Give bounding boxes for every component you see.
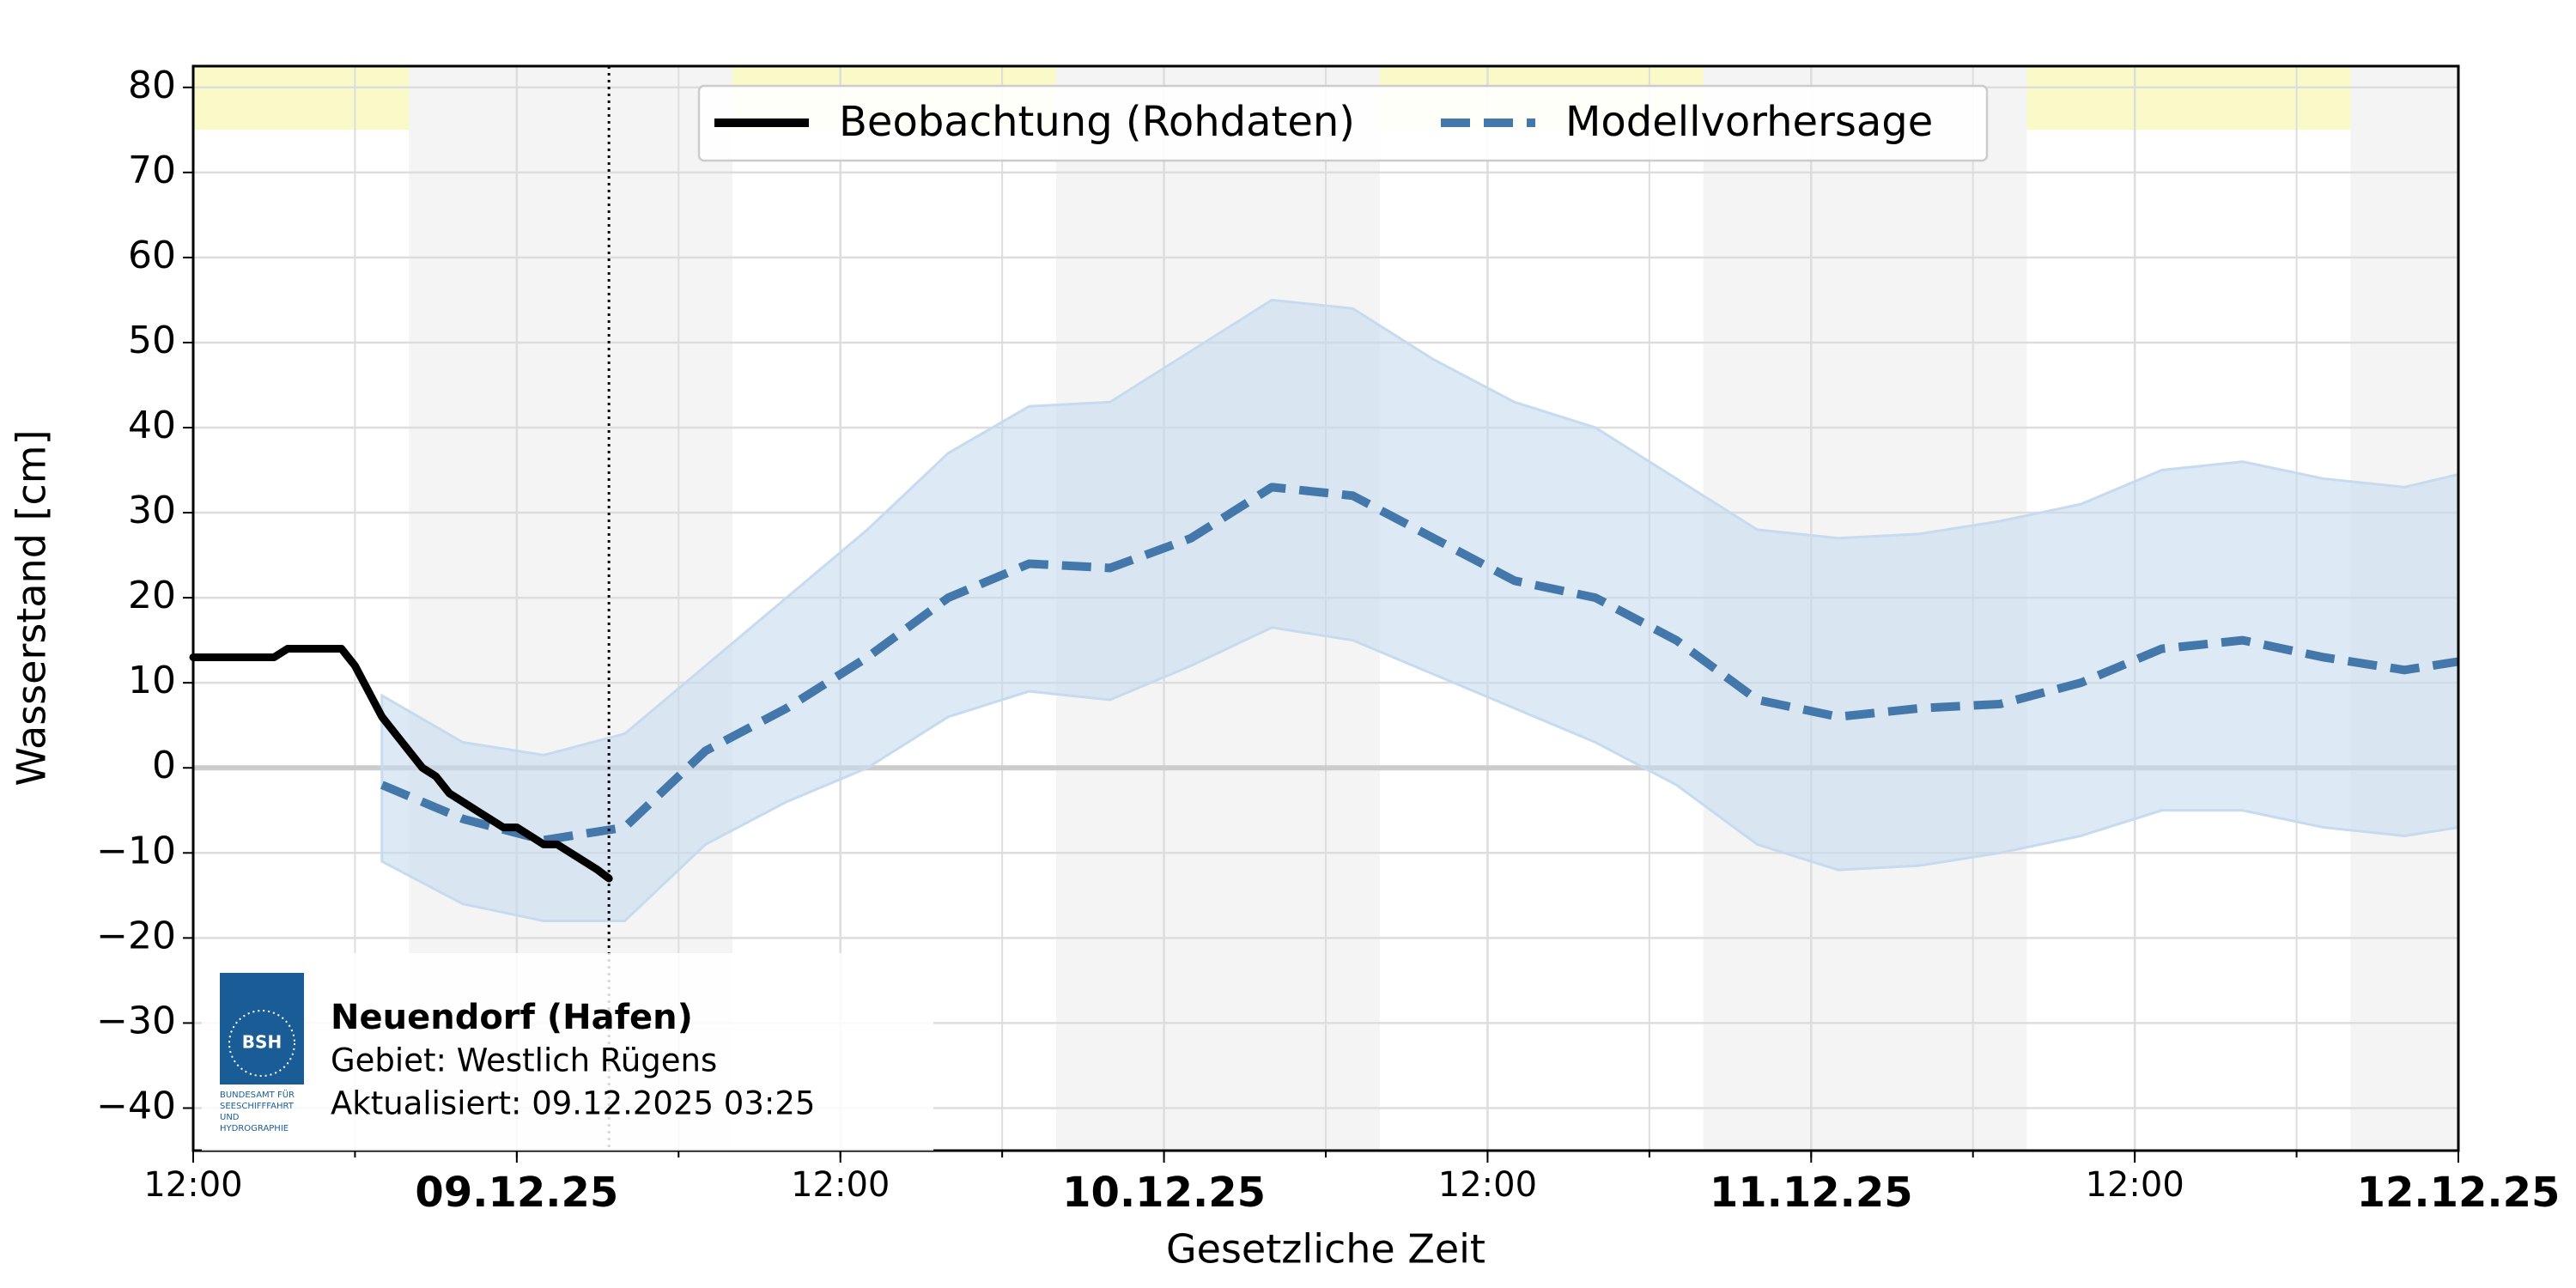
y-tick-label: 50: [128, 319, 176, 362]
x-tick-label: 10.12.25: [1062, 1169, 1266, 1217]
x-tick-label: 12:00: [791, 1165, 890, 1205]
x-axis-label: Gesetzliche Zeit: [1166, 1226, 1485, 1273]
station-name: Neuendorf (Hafen): [331, 998, 693, 1037]
logo-ring: [228, 1010, 295, 1077]
logo-text: HYDROGRAPHIE: [220, 1124, 289, 1133]
station-area: Gebiet: Westlich Rügens: [331, 1042, 717, 1079]
y-tick-label: 30: [128, 489, 176, 532]
y-tick-label: 40: [128, 404, 176, 447]
legend-label: Modellvorhersage: [1565, 98, 1933, 146]
y-axis-label: Wasserstand [cm]: [9, 429, 55, 786]
logo-text: BUNDESAMT FÜR: [220, 1089, 295, 1100]
plot-layer: −40 −30 −20 −10 0 10 20 30 40 50 60 70 80 12:00 09.12.…: [96, 64, 2560, 1217]
y-tick-label: 0: [152, 744, 176, 787]
y-tick-label: 10: [128, 659, 176, 702]
series-line: [380, 483, 2459, 845]
x-tick-label: 11.12.25: [1710, 1169, 1913, 1217]
legend-box: [697, 84, 1989, 162]
y-tick-label: −20: [96, 914, 176, 957]
logo: [220, 973, 304, 1084]
y-tick-label: −10: [96, 829, 176, 872]
x-tick-label: 09.12.25: [415, 1169, 618, 1217]
legend-label: Beobachtung (Rohdaten): [839, 98, 1355, 146]
x-tick-label: 12:00: [2086, 1165, 2184, 1205]
x-tick-label: 12:00: [1438, 1165, 1537, 1205]
y-tick-label: −40: [96, 1084, 176, 1127]
x-tick-label: 12:00: [143, 1165, 242, 1205]
info-box: [202, 953, 933, 1151]
series-line: [189, 645, 613, 883]
y-tick-label: 60: [128, 234, 176, 277]
logo-text: SEESCHIFFFAHRT: [220, 1102, 295, 1111]
updated: Aktualisiert: 09.12.2025 03:25: [331, 1085, 815, 1122]
y-tick-label: 20: [128, 574, 176, 617]
logo-text: UND: [220, 1113, 240, 1122]
plot-frame: [191, 64, 2460, 1152]
logo-text: BSH: [242, 1032, 282, 1053]
y-tick-label: 80: [128, 64, 176, 107]
y-tick-label: −30: [96, 999, 176, 1042]
y-tick-label: 70: [128, 149, 176, 192]
x-tick-label: 12.12.25: [2357, 1169, 2561, 1217]
